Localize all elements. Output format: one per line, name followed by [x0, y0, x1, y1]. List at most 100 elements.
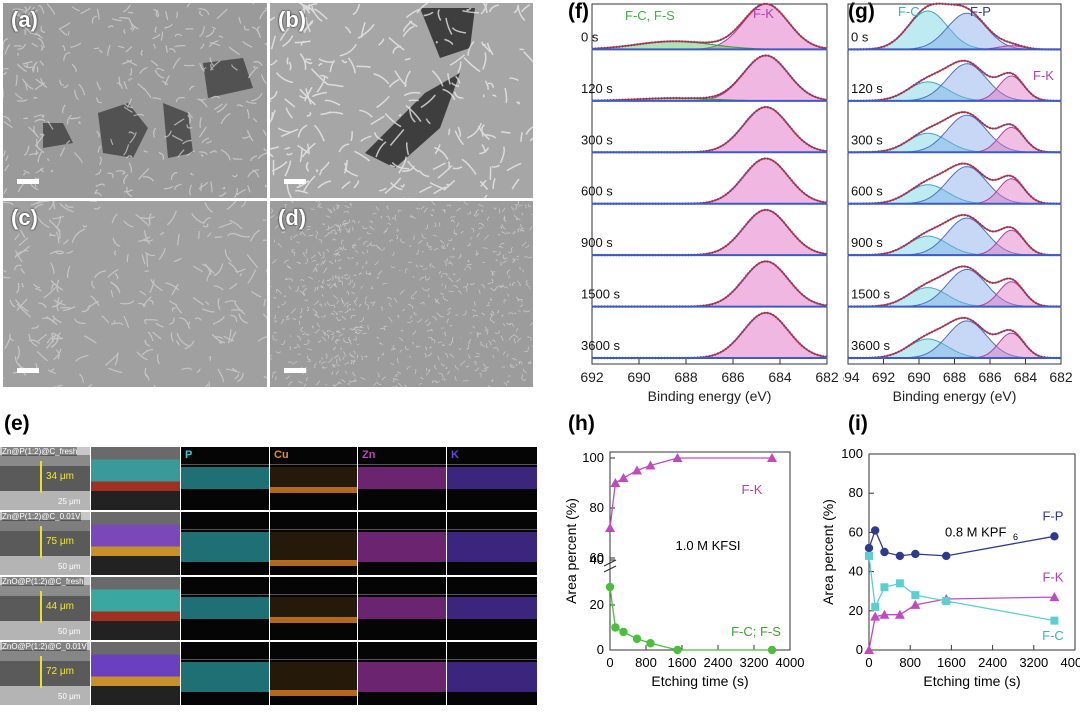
texture-stroke [491, 164, 500, 168]
texture-stroke [31, 61, 38, 72]
texture-stroke [263, 148, 267, 152]
data-point [910, 599, 921, 609]
texture-stroke [222, 187, 226, 190]
texture-stroke [473, 361, 477, 366]
eds-overlay-image [91, 642, 180, 705]
texture-stroke [334, 283, 337, 288]
texture-stroke [300, 309, 303, 314]
texture-stroke [324, 99, 341, 106]
texture-stroke [273, 331, 277, 334]
eds-map-zn [358, 577, 446, 640]
eds-overlay-image [91, 447, 180, 510]
texture-stroke [449, 54, 466, 66]
texture-stroke [433, 186, 447, 195]
texture-stroke [270, 215, 275, 219]
texture-stroke [55, 231, 60, 244]
texture-stroke [320, 261, 324, 266]
data-point [870, 526, 880, 535]
y-tick-label: 100 [582, 450, 604, 465]
texture-stroke [14, 250, 29, 258]
texture-stroke [341, 297, 344, 304]
texture-stroke [515, 296, 520, 302]
eds-sem-image: Zn@P(1:2)@C_0.01V 75 μm 50 μm [0, 512, 90, 575]
peak-label: F-C [898, 4, 920, 19]
texture-stroke [264, 7, 267, 10]
time-label: 600 s [851, 184, 883, 199]
texture-stroke [284, 146, 291, 151]
eds-map-p [181, 642, 269, 705]
sem-image-d: (d) [270, 201, 533, 387]
time-label: 600 s [581, 184, 613, 199]
texture-stroke [395, 374, 399, 378]
time-label: 300 s [581, 132, 613, 147]
fit-envelope [848, 162, 1061, 205]
eds-signal-band [181, 662, 269, 692]
texture-stroke [447, 73, 451, 85]
texture-stroke [139, 66, 148, 74]
texture-stroke [476, 252, 480, 256]
fit-envelope [848, 111, 1061, 154]
texture-stroke [365, 304, 369, 310]
texture-stroke [169, 48, 176, 53]
series-label: F-C [1042, 628, 1064, 643]
texture-stroke [396, 234, 398, 240]
texture-stroke [79, 373, 84, 383]
texture-stroke [389, 302, 393, 307]
chart-annotation: 0.8 M KPF [945, 524, 1006, 539]
row-divider [447, 659, 537, 660]
texture-stroke [327, 357, 333, 364]
texture-stroke [270, 35, 277, 50]
texture-stroke [299, 147, 303, 163]
texture-stroke [350, 315, 356, 319]
texture-stroke [479, 373, 482, 378]
texture-stroke [14, 212, 21, 222]
texture-stroke [444, 284, 447, 289]
texture-stroke [331, 335, 335, 341]
texture-stroke [500, 225, 503, 230]
row-divider [358, 594, 446, 595]
texture-stroke [426, 321, 432, 326]
data-point [864, 645, 874, 654]
texture-stroke [362, 225, 368, 230]
texture-stroke [252, 169, 260, 178]
texture-stroke [34, 82, 46, 91]
texture-stroke [53, 385, 61, 387]
eds-signal-band [447, 662, 537, 692]
texture-stroke [199, 62, 206, 72]
texture-stroke [302, 285, 306, 288]
texture-stroke [214, 236, 222, 239]
texture-stroke [449, 255, 455, 258]
eds-signal-band [181, 532, 269, 562]
texture-stroke [181, 367, 193, 371]
texture-stroke [23, 64, 33, 69]
texture-stroke [311, 325, 314, 329]
eds-overlay-image [91, 577, 180, 640]
texture-stroke [527, 203, 532, 208]
texture-stroke [144, 339, 151, 347]
texture-stroke [286, 315, 289, 319]
texture-stroke [475, 250, 478, 256]
texture-stroke [367, 324, 370, 330]
texture-stroke [503, 215, 506, 221]
fit-envelope [848, 59, 1061, 102]
texture-stroke [33, 114, 45, 118]
time-label: 1500 s [851, 287, 891, 302]
texture-stroke [501, 130, 511, 134]
texture-stroke [110, 290, 114, 298]
scale-bar [17, 368, 39, 373]
texture-stroke [445, 366, 448, 369]
data-point [611, 623, 620, 632]
texture-stroke [286, 220, 290, 224]
texture-stroke [446, 243, 449, 247]
texture-stroke [376, 276, 379, 280]
texture-stroke [438, 271, 442, 275]
texture-stroke [326, 225, 330, 231]
peak-label: F-C, F-S [625, 8, 675, 23]
texture-stroke [147, 331, 154, 342]
texture-stroke [199, 10, 204, 17]
texture-stroke [335, 312, 338, 316]
data-point [767, 453, 777, 462]
texture-stroke [232, 157, 243, 160]
texture-stroke [42, 317, 54, 322]
eds-signal-band [181, 467, 269, 489]
